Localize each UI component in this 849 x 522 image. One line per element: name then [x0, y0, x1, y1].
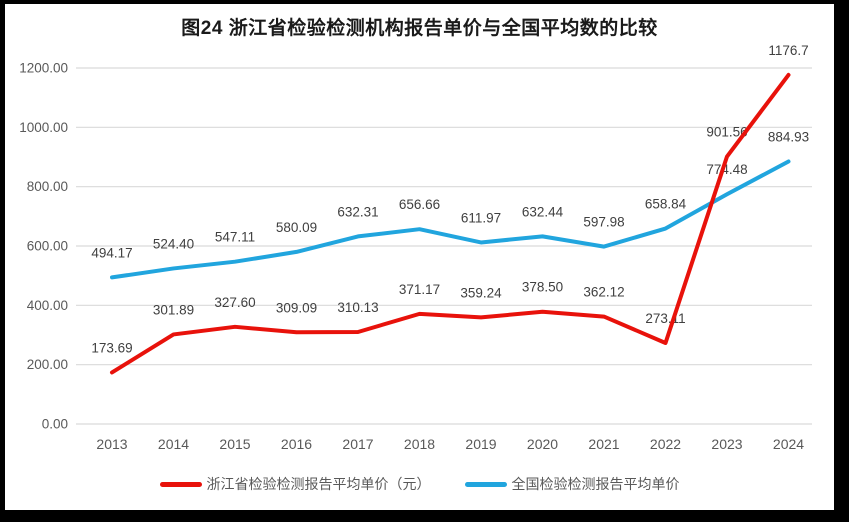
y-tick-label: 200.00 [27, 357, 68, 372]
data-label: 327.60 [214, 295, 255, 310]
x-tick-label: 2016 [281, 436, 312, 452]
legend-label-national: 全国检验检测报告平均单价 [511, 476, 680, 492]
y-tick-label: 1000.00 [19, 120, 68, 135]
data-label: 547.11 [215, 230, 255, 245]
y-tick-label: 1200.00 [19, 61, 68, 76]
x-tick-label: 2017 [342, 436, 373, 452]
data-label: 1176.7 [768, 43, 808, 58]
y-tick-label: 800.00 [27, 179, 68, 194]
data-label: 301.89 [153, 302, 194, 317]
data-label: 884.93 [768, 129, 809, 144]
x-tick-label: 2021 [588, 436, 619, 452]
data-label: 774.48 [706, 162, 747, 177]
data-label: 378.50 [522, 280, 563, 295]
legend-item-zhejiang: 浙江省检验检测报告平均单价（元） [159, 474, 431, 494]
data-label: 632.44 [522, 204, 564, 219]
data-label: 173.69 [91, 340, 132, 355]
series-line-national [110, 159, 791, 280]
x-tick-label: 2013 [96, 436, 127, 452]
x-tick-label: 2022 [650, 436, 681, 452]
red-line-swatch [159, 481, 202, 487]
data-label: 656.66 [399, 197, 440, 212]
y-tick-label: 600.00 [27, 239, 68, 254]
legend: 浙江省检验检测报告平均单价（元） 全国检验检测报告平均单价 [5, 474, 834, 494]
data-label: 362.12 [583, 285, 624, 300]
chart-title: 图24 浙江省检验检测机构报告单价与全国平均数的比较 [181, 18, 658, 39]
x-tick-label: 2023 [711, 436, 742, 452]
y-tick-label: 0.00 [42, 417, 68, 432]
legend-item-national: 全国检验检测报告平均单价 [464, 474, 680, 494]
y-tick-label: 400.00 [27, 298, 68, 313]
blue-line-swatch [464, 481, 507, 487]
data-label: 494.17 [91, 245, 132, 260]
x-tick-label: 2018 [404, 436, 435, 452]
data-label: 309.09 [276, 300, 317, 315]
x-tick-label: 2024 [773, 436, 804, 452]
x-tick-label: 2014 [158, 436, 189, 452]
series-line-zhejiang [110, 72, 791, 375]
chart-canvas: 0.00 200.00 400.00 600.00 800.00 1000.00 1200.… [19, 43, 812, 452]
data-label: 580.09 [276, 220, 317, 235]
data-label: 359.24 [460, 285, 502, 300]
data-label: 273.11 [645, 311, 685, 326]
data-label: 524.40 [153, 236, 194, 251]
data-label: 632.31 [337, 204, 378, 219]
legend-label-zhejiang: 浙江省检验检测报告平均单价（元） [206, 476, 431, 492]
data-label: 658.84 [645, 197, 687, 212]
x-tick-label: 2019 [465, 436, 496, 452]
data-label: 371.17 [399, 282, 440, 297]
data-label: 901.56 [706, 125, 747, 140]
data-label: 611.97 [461, 210, 501, 225]
x-tick-label: 2020 [527, 436, 558, 452]
x-tick-label: 2015 [219, 436, 250, 452]
data-label: 597.98 [583, 215, 624, 230]
data-label: 310.13 [337, 300, 378, 315]
